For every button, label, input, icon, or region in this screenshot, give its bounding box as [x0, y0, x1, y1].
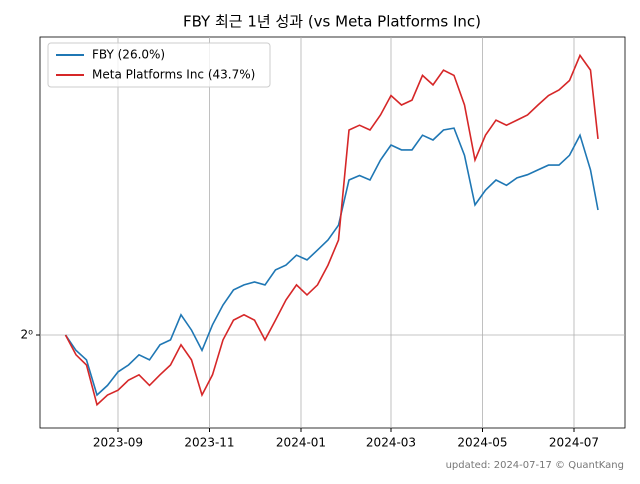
x-tick-label: 2023-11: [184, 436, 234, 450]
series-line: [64, 53, 599, 407]
footer: updated: 2024-07-17 © QuantKang: [446, 460, 624, 471]
x-tick-label: 2024-05: [457, 436, 507, 450]
y-tick-label: 2⁰: [21, 327, 34, 341]
x-tick-label: 2024-07: [549, 436, 599, 450]
plot-frame: [39, 36, 626, 429]
legend-label: FBY (26.0%): [92, 48, 165, 62]
legend: FBY (26.0%) Meta Platforms Inc (43.7%): [47, 42, 271, 88]
x-tick-label: 2024-03: [366, 436, 416, 450]
x-tick-label: 2024-01: [276, 436, 326, 450]
legend-box: [47, 42, 271, 88]
series-line: [64, 127, 599, 397]
x-tick-label: 2023-09: [93, 436, 143, 450]
chart-title: FBY 최근 1년 성과 (vs Meta Platforms Inc): [183, 13, 481, 31]
legend-label: Meta Platforms Inc (43.7%): [92, 68, 255, 82]
